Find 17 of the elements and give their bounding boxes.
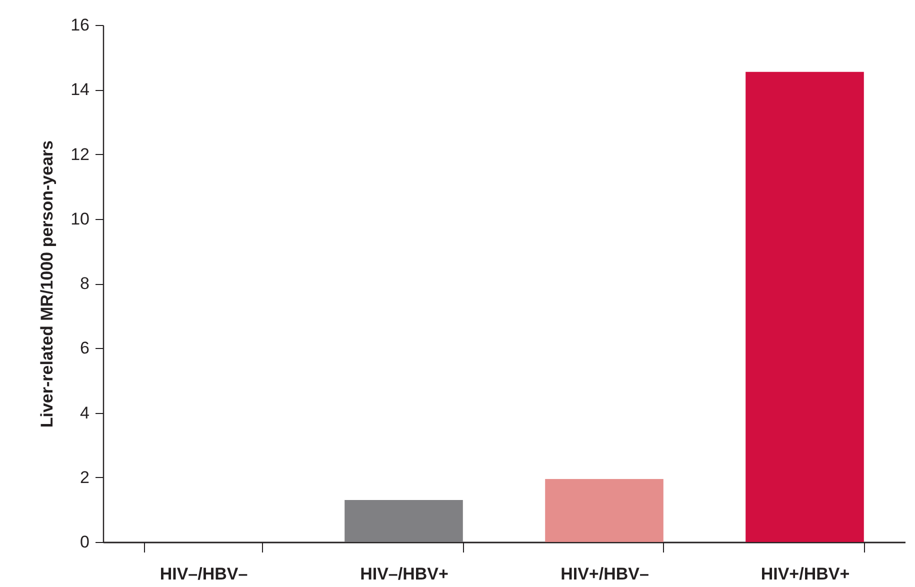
y-tick-label: 10 [70,209,90,228]
bar [746,72,864,542]
y-tick-label: 16 [70,16,90,34]
y-tick-label: 8 [80,274,90,293]
y-tick-label: 2 [80,468,90,487]
y-axis-title: Liver-related MR/1000 person-years [38,140,57,428]
y-tick-label: 14 [70,80,90,100]
y-tick-label: 0 [80,532,90,552]
y-tick-label: 4 [80,403,90,422]
x-tick-label: HIV–/HBV+ [360,564,448,584]
x-tick-label: HIV+/HBV+ [760,564,850,584]
y-tick-label: 12 [70,144,90,164]
y-tick-label: 6 [80,338,90,358]
bar [545,478,664,542]
bar [344,500,463,542]
x-tick-label: HIV–/HBV– [160,564,248,584]
x-tick-label: HIV+/HBV– [560,564,649,584]
